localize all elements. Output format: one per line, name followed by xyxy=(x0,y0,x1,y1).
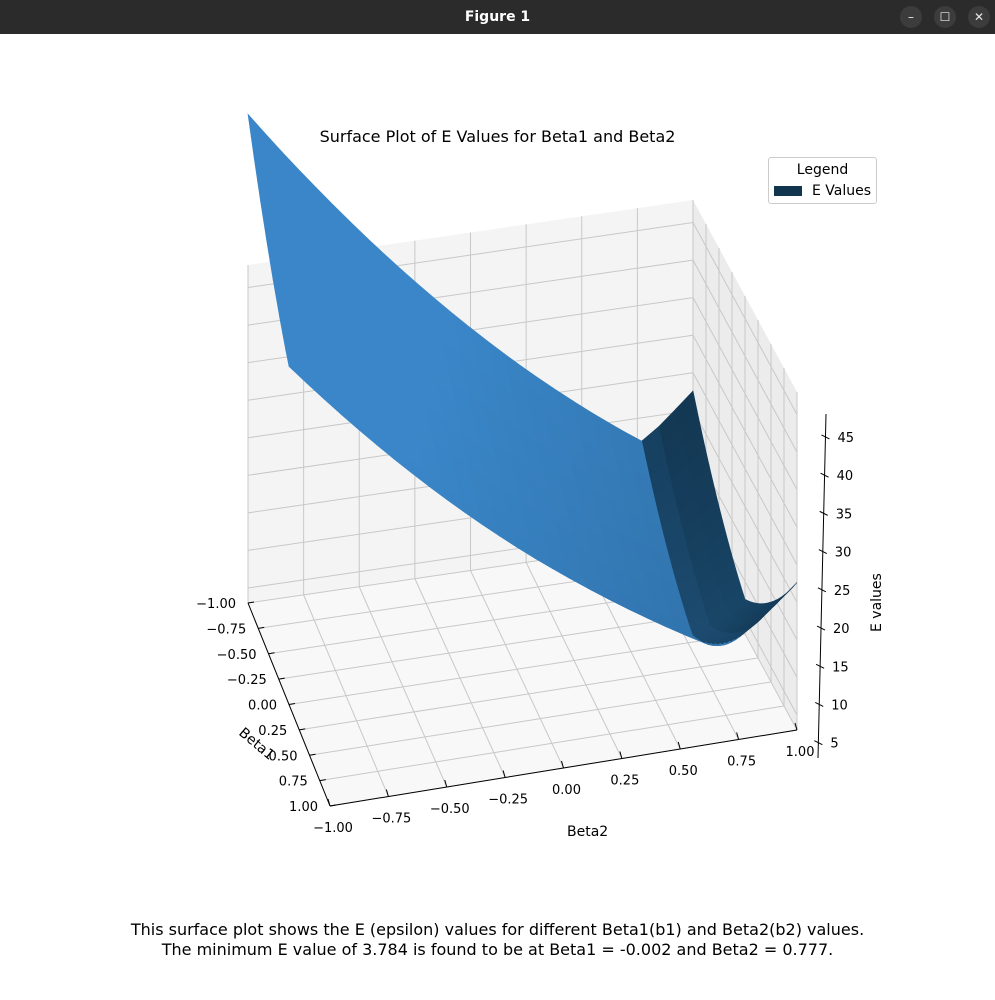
side-grid-e xyxy=(692,222,798,415)
beta2-tick xyxy=(619,751,623,759)
e-tick-label: 25 xyxy=(834,584,851,599)
side-grid-e xyxy=(692,334,798,528)
side-grid-e xyxy=(692,297,798,490)
legend-title: Legend xyxy=(796,162,849,178)
e-tick xyxy=(817,587,827,593)
beta2-tick-label: −1.00 xyxy=(313,821,353,836)
e-tick-label: 15 xyxy=(832,660,849,675)
beta1-tick xyxy=(309,753,316,756)
window-titlebar: Figure 1 – ☐ ✕ xyxy=(0,0,995,34)
beta2-tick xyxy=(444,779,448,788)
surface-plot[interactable]: −1.00 −0.75 −0.50 −0.25 0.00 0.25 0.50 0.75 1.00… xyxy=(0,34,995,914)
beta2-tick xyxy=(736,732,740,740)
side-grid-e xyxy=(692,372,798,565)
beta2-tick xyxy=(502,770,506,778)
beta2-tick-label: 0.75 xyxy=(727,755,756,770)
caption-line-1: This surface plot shows the E (epsilon) … xyxy=(130,920,865,939)
beta2-tick xyxy=(561,760,564,769)
beta1-tick xyxy=(258,626,265,629)
e-tick-label: 5 xyxy=(830,737,838,752)
e-axis-line xyxy=(817,413,827,759)
e-tick xyxy=(818,549,828,555)
floor-grid-beta2 xyxy=(470,570,564,769)
e-tick xyxy=(816,625,826,631)
e-tick xyxy=(815,702,824,707)
axis-ticks: −1.00 −0.75 −0.50 −0.25 0.00 0.25 0.50 0.75 1.00… xyxy=(196,413,854,836)
beta2-tick-label: −0.50 xyxy=(430,802,470,817)
beta2-tick-label: 0.50 xyxy=(669,764,698,779)
beta1-tick-label: 0.25 xyxy=(258,724,287,739)
chart-title: Surface Plot of E Values for Beta1 and B… xyxy=(319,127,676,146)
floor-grid-beta1 xyxy=(299,657,759,731)
legend-swatch xyxy=(774,186,802,196)
beta1-tick xyxy=(268,652,275,655)
surface-patch xyxy=(247,113,269,157)
e-surface xyxy=(247,113,798,647)
e-tick-label: 35 xyxy=(836,507,853,522)
beta1-tick xyxy=(288,703,296,705)
beta1-tick-label: −0.25 xyxy=(227,673,267,688)
beta2-tick xyxy=(794,722,798,731)
legend: Legend E Values xyxy=(768,157,877,204)
beta2-tick xyxy=(677,741,681,750)
beta1-tick-label: 1.00 xyxy=(289,800,318,815)
beta1-tick xyxy=(299,728,306,731)
e-tick xyxy=(814,740,823,746)
e-tick-label: 10 xyxy=(831,698,848,713)
beta2-tick-label: 0.25 xyxy=(610,774,639,789)
legend-label: E Values xyxy=(812,183,872,199)
beta2-tick-label: −0.25 xyxy=(488,793,528,808)
e-tick xyxy=(821,434,830,440)
beta1-tick-label: 0.00 xyxy=(248,699,277,714)
plot-caption: This surface plot shows the E (epsilon) … xyxy=(0,920,995,960)
e-tick xyxy=(819,510,828,516)
window-title: Figure 1 xyxy=(464,9,531,25)
beta2-tick xyxy=(385,789,389,797)
beta1-tick xyxy=(247,601,255,604)
beta1-tick-label: −1.00 xyxy=(196,597,236,612)
beta2-tick-label: −0.75 xyxy=(371,812,411,827)
beta1-tick xyxy=(278,677,285,680)
beta1-tick-label: −0.75 xyxy=(206,622,246,637)
side-grid-e xyxy=(692,259,798,453)
e-tick xyxy=(820,472,829,478)
beta1-tick-label: 0.75 xyxy=(279,775,308,790)
beta1-tick-label: 0.50 xyxy=(269,749,298,764)
beta2-tick-label: 0.00 xyxy=(552,783,581,798)
y-axis-label: Beta2 xyxy=(567,824,608,840)
maximize-button[interactable]: ☐ xyxy=(934,6,956,28)
e-tick-label: 45 xyxy=(837,431,854,446)
z-axis-label: E values xyxy=(869,573,885,632)
floor-grid-beta2 xyxy=(525,562,623,759)
beta2-tick-label: 1.00 xyxy=(786,745,815,760)
close-button[interactable]: ✕ xyxy=(968,6,990,28)
minimize-button[interactable]: – xyxy=(900,6,922,28)
beta1-tick xyxy=(319,779,326,782)
e-tick-label: 20 xyxy=(833,622,850,637)
caption-line-2: The minimum E value of 3.784 is found to… xyxy=(161,940,834,959)
floor-grid-beta1 xyxy=(319,705,785,782)
side-grid-e xyxy=(692,410,798,603)
e-tick-label: 30 xyxy=(835,546,852,561)
beta1-tick-label: −0.50 xyxy=(217,648,257,663)
floor-grid-beta1 xyxy=(309,681,772,756)
e-tick-label: 40 xyxy=(837,469,854,484)
e-tick xyxy=(815,663,825,669)
beta2-tick xyxy=(327,798,331,807)
